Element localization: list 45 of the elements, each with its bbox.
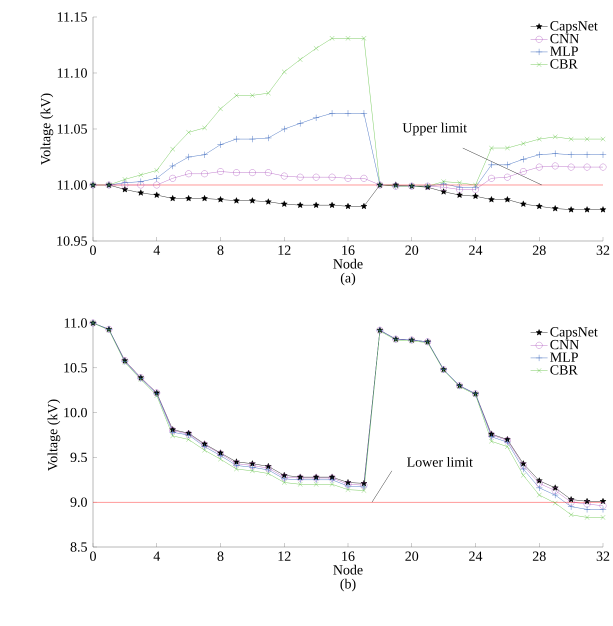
x-tick-label: 16 [342,246,355,255]
ref-line-label: Lower limit [407,456,473,467]
x-tick-label: 12 [278,552,290,561]
x-tick-label: 32 [596,552,610,561]
y-tick-label: 10.95 [57,236,87,246]
y-tick-label: 10.0 [64,408,87,418]
x-tick-label: 8 [218,246,224,255]
legend-label: MLP [550,46,578,56]
legend-label: CapsNet [550,327,598,340]
x-tick-label: 28 [532,246,546,255]
x-tick-label: 20 [405,552,418,561]
y-tick-label: 11.00 [58,180,87,190]
legend-label: CapsNet [550,21,598,34]
x-tick-label: 8 [218,552,224,561]
y-tick-label: 11.10 [58,68,87,78]
x-tick-label: 24 [469,246,482,255]
y-tick-label: 8.5 [70,542,87,552]
y-axis-title: Voltage (kV) [40,94,54,165]
x-tick-label: 4 [154,246,160,255]
y-tick-label: 11.0 [64,318,87,328]
y-tick-label: 11.05 [58,124,87,134]
x-tick-label: 24 [469,552,482,561]
y-tick-label: 11.15 [58,12,87,22]
x-tick-label: 4 [154,552,160,561]
legend-label: CBR [550,365,578,375]
text: (b) [340,578,356,592]
x-tick-label: 16 [342,552,355,561]
text: (a) [340,272,356,286]
legend-label: CNN [550,340,579,350]
x-tick-label: 12 [278,246,290,255]
legend-label: MLP [550,352,578,362]
y-tick-label: 9.5 [70,452,87,462]
x-axis-title: Node [333,564,363,575]
x-tick-label: 20 [405,246,418,255]
ref-line-label: Upper limit [402,122,467,136]
x-tick-label: 0 [90,246,96,255]
y-tick-label: 10.5 [64,363,87,373]
y-axis-title: Voltage (kV) [48,400,60,471]
y-tick-label: 9.0 [70,497,87,507]
x-axis-title: Node [333,258,363,269]
x-tick-label: 32 [596,246,610,255]
x-tick-label: 0 [90,552,96,561]
legend-label: CBR [550,59,578,69]
legend-label: CNN [550,34,579,44]
x-tick-label: 28 [532,552,546,561]
